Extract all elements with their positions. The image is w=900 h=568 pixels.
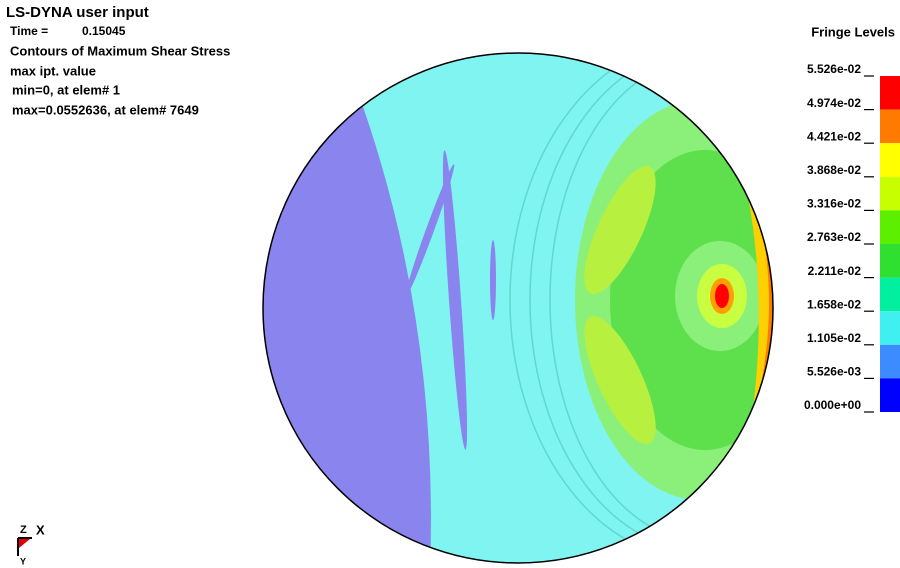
legend-level-label: 4.421e-02 (807, 129, 861, 143)
legend-color-band (880, 210, 900, 244)
header-line: max ipt. value (10, 63, 96, 78)
legend-color-band (880, 244, 900, 278)
legend-level-label: 3.868e-02 (807, 163, 861, 177)
legend-color-band (880, 76, 900, 110)
legend-color-band (880, 345, 900, 379)
triad-label: Z (20, 524, 27, 536)
viewport: LS-DYNA user input Time = 0.15045 Contou… (0, 0, 900, 568)
legend-color-band (880, 177, 900, 211)
legend-level-label: 2.763e-02 (807, 230, 861, 244)
triad-label: Y (20, 556, 26, 566)
axis-triad: Z X Y (18, 522, 45, 566)
legend-color-band (880, 378, 900, 412)
legend-level-label: 3.316e-02 (807, 197, 861, 211)
legend-level-label: 5.526e-03 (807, 365, 861, 379)
header-line: min=0, at elem# 1 (12, 82, 120, 97)
triad-label: X (36, 522, 45, 537)
time-label: Time = (10, 24, 48, 38)
legend-color-band (880, 311, 900, 345)
legend-level-label: 0.000e+00 (804, 398, 861, 412)
legend-level-label: 1.105e-02 (807, 331, 861, 345)
legend-level-label: 1.658e-02 (807, 297, 861, 311)
legend-level-label: 2.211e-02 (808, 264, 862, 278)
header-line: max=0.0552636, at elem# 7649 (12, 102, 199, 117)
time-value: 0.15045 (82, 24, 126, 38)
legend-title: Fringe Levels (811, 24, 895, 39)
title: LS-DYNA user input (6, 4, 149, 21)
legend-color-band (880, 143, 900, 177)
legend-level-label: 4.974e-02 (807, 96, 861, 110)
screen: LS-DYNA user input Time = 0.15045 Contou… (0, 0, 900, 568)
legend-level-label: 5.526e-02 (807, 62, 861, 76)
legend-color-band (880, 110, 900, 144)
header-line: Contours of Maximum Shear Stress (10, 43, 230, 58)
legend-color-band (880, 278, 900, 312)
